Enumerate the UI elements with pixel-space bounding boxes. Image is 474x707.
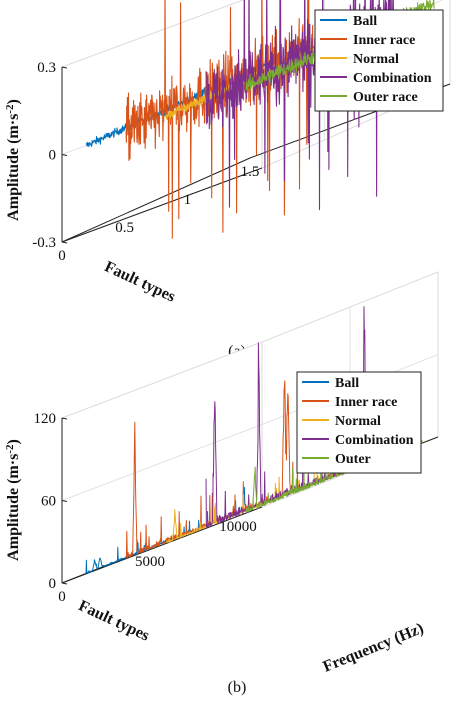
x-tick-label: 0 (58, 589, 66, 605)
x-axis-label: Frequency (Hz) (321, 620, 426, 676)
y-axis-line (61, 506, 263, 584)
legend-entry: Inner race (353, 33, 415, 48)
z-tick-label: 0 (49, 576, 57, 592)
z-tick (61, 66, 68, 69)
legend-entry: Normal (335, 414, 381, 429)
x-tick-label: 5000 (135, 554, 165, 570)
legend-entry: Ball (353, 14, 377, 29)
y-axis-label: Fault types (102, 258, 178, 306)
legend-entry: Outer (335, 452, 371, 467)
legend-box (296, 371, 422, 474)
z-tick-label: 0 (49, 148, 57, 164)
z-tick (61, 417, 68, 420)
z-tick (61, 241, 68, 244)
z-axis-label: Amplitude (m·s-2) (4, 99, 22, 221)
x-tick-label: 0.5 (115, 220, 134, 236)
legend-entry: Outer race (353, 90, 418, 105)
legend-box (314, 9, 444, 112)
x-tick-label: 0 (58, 248, 66, 264)
y-axis-line (61, 167, 263, 243)
x-tick-label: 1.5 (241, 164, 260, 180)
legend-entry: Combination (353, 71, 432, 86)
x-tick-label: 1 (184, 192, 192, 208)
legend-entry: Inner race (335, 395, 397, 410)
panel-caption: (b) (228, 679, 247, 696)
z-tick-label: 60 (41, 494, 56, 510)
z-tick (61, 154, 68, 156)
side-wall (61, 0, 263, 243)
grid-line (61, 0, 245, 68)
z-axis-label: Amplitude (m·s-2) (4, 439, 22, 561)
z-tick-label: -0.3 (32, 235, 56, 251)
z-tick (61, 582, 68, 585)
x-tick-label: 10000 (219, 519, 257, 535)
legend-entry: Combination (335, 433, 414, 448)
y-axis-label: Fault types (76, 597, 152, 645)
legend-entry: Ball (335, 376, 359, 391)
legend-entry: Normal (353, 52, 399, 67)
panel-b: 0 60 120 0 5000 10000 Amplitude (m·s-2) Fault t… (4, 271, 439, 696)
z-tick-label: 120 (34, 411, 57, 427)
z-tick-label: 0.3 (37, 60, 56, 76)
z-tick (61, 500, 68, 502)
